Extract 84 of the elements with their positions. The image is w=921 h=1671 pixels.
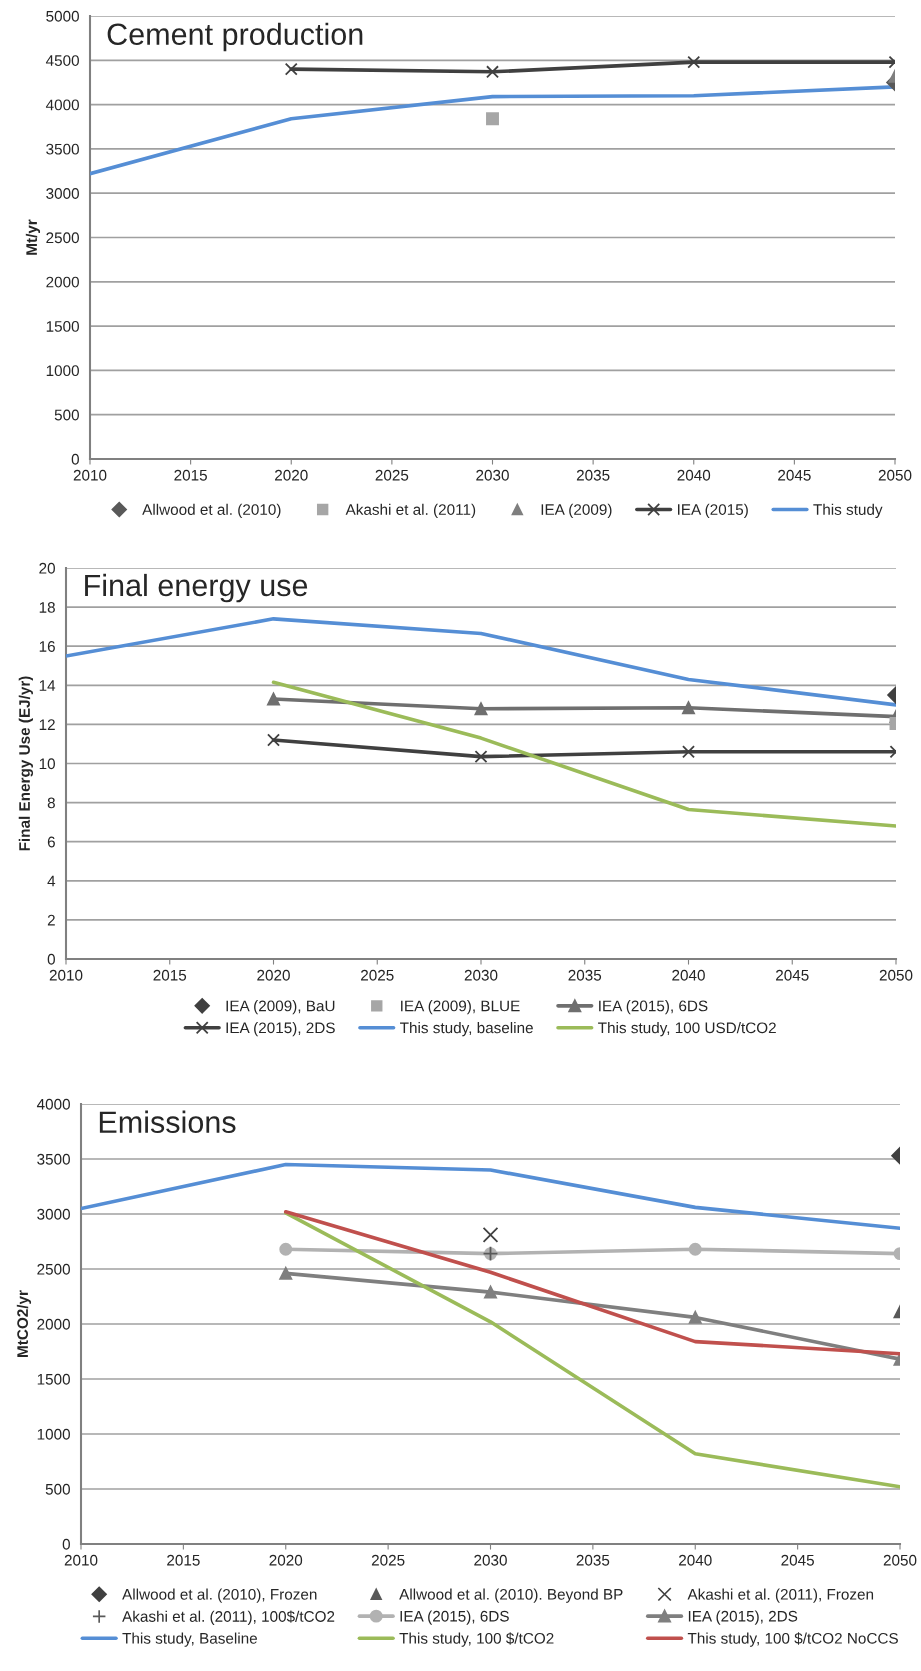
y-tick-label: 8 <box>47 797 55 809</box>
y-tick-label: 4 <box>47 875 56 887</box>
y-tick-label: 0 <box>71 453 79 465</box>
y-tick-label: 3500 <box>37 1153 70 1165</box>
chart-title: Final energy use <box>85 573 308 603</box>
legend-label: Akashi et al. (2011) <box>345 503 476 518</box>
y-tick-label: 1500 <box>37 1373 70 1385</box>
x-tick-label: 2045 <box>781 1554 814 1566</box>
y-tick-label: 2000 <box>46 276 79 288</box>
legend-label: Allwood et al. (2010) <box>142 503 281 518</box>
x-tick-label: 2030 <box>464 969 498 981</box>
legend-label: This study, 100 USD/tCO2 <box>598 1022 776 1037</box>
y-tick-label: 10 <box>39 758 55 770</box>
legend-label: IEA (2015), 2DS <box>688 1610 798 1625</box>
legend-label: This study, baseline <box>400 1022 533 1037</box>
legend-label: IEA (2015) <box>678 503 748 518</box>
x-tick-label: 2045 <box>778 469 811 481</box>
legend-label: Allwood et al. (2010), Frozen <box>122 1588 317 1603</box>
legend-label: IEA (2009), BaU <box>226 1000 335 1015</box>
y-tick-label: 5000 <box>46 10 79 22</box>
legend-label: This study, Baseline <box>122 1632 257 1647</box>
y-tick-label: 4000 <box>45 99 79 111</box>
x-tick-label: 2045 <box>776 969 809 981</box>
legend-label: Allwood et al. (2010). Beyond BP <box>399 1588 623 1603</box>
x-tick-label: 2050 <box>879 969 913 981</box>
y-axis-title: Final Energy Use (EJ/yr) <box>18 676 34 851</box>
y-tick-label: 1000 <box>46 365 79 377</box>
y-axis-title: MtCO2/yr <box>16 1290 32 1357</box>
legend-label: IEA (2015), 2DS <box>226 1022 335 1037</box>
legend-label: This study, 100 $/tCO2 NoCCS <box>687 1632 898 1647</box>
y-tick-label: 3000 <box>46 188 79 199</box>
legend-label: IEA (2009), BLUE <box>401 1000 520 1015</box>
x-tick-label: 2035 <box>576 1554 610 1566</box>
x-tick-label: 2025 <box>361 969 394 981</box>
legend-label: IEA (2009) <box>541 503 612 518</box>
x-tick-label: 2030 <box>474 1554 507 1566</box>
chart-title: Cement production <box>107 22 363 52</box>
y-tick-label: 16 <box>39 641 55 652</box>
x-tick-label: 2015 <box>167 1554 200 1566</box>
x-tick-label: 2020 <box>269 1554 303 1566</box>
legend-label: This study <box>813 503 883 518</box>
y-tick-label: 14 <box>39 680 56 691</box>
y-tick-label: 4000 <box>36 1098 70 1110</box>
x-tick-label: 2010 <box>64 1554 98 1566</box>
x-tick-label: 2010 <box>73 469 107 481</box>
y-tick-label: 500 <box>54 409 79 421</box>
x-tick-label: 2030 <box>476 469 509 481</box>
x-tick-label: 2025 <box>375 469 409 481</box>
y-tick-label: 0 <box>62 1538 70 1550</box>
y-tick-label: 2 <box>47 914 55 926</box>
x-tick-label: 2035 <box>568 969 602 981</box>
y-tick-label: 4500 <box>45 55 79 66</box>
y-tick-label: 2500 <box>37 1263 70 1275</box>
y-tick-label: 18 <box>39 601 55 613</box>
x-tick-label: 2020 <box>275 469 308 481</box>
y-tick-label: 2000 <box>37 1318 70 1330</box>
x-tick-label: 2040 <box>677 469 711 481</box>
y-tick-label: 500 <box>45 1483 70 1495</box>
y-tick-label: 6 <box>47 836 55 848</box>
x-tick-label: 2040 <box>679 1554 712 1566</box>
legend-label: This study, 100 $/tCO2 <box>399 1632 554 1647</box>
x-tick-label: 2020 <box>257 969 290 981</box>
y-tick-label: 1000 <box>37 1428 70 1440</box>
x-tick-label: 2035 <box>576 469 610 481</box>
y-tick-label: 3000 <box>37 1208 70 1220</box>
x-tick-label: 2040 <box>672 969 705 981</box>
y-tick-label: 3500 <box>46 143 79 155</box>
legend-label: Akashi et al. (2011), Frozen <box>687 1588 874 1603</box>
x-tick-label: 2025 <box>371 1554 405 1566</box>
x-tick-label: 2015 <box>153 969 187 981</box>
x-tick-label: 2050 <box>883 1554 917 1566</box>
x-tick-label: 2010 <box>49 969 83 981</box>
x-tick-label: 2015 <box>174 469 207 481</box>
y-tick-label: 12 <box>39 719 55 730</box>
y-tick-label: 20 <box>39 562 55 574</box>
y-axis-title: Mt/yr <box>25 219 41 255</box>
y-tick-label: 1500 <box>46 320 79 332</box>
legend-label: IEA (2015), 6DS <box>400 1610 509 1625</box>
y-tick-label: 0 <box>47 953 55 965</box>
x-tick-label: 2050 <box>878 469 912 481</box>
legend-label: Akashi et al. (2011), 100$/tCO2 <box>122 1610 335 1625</box>
legend-label: IEA (2015), 6DS <box>599 1000 708 1015</box>
chart-title: Emissions <box>99 1110 236 1134</box>
y-tick-label: 2500 <box>46 232 79 244</box>
